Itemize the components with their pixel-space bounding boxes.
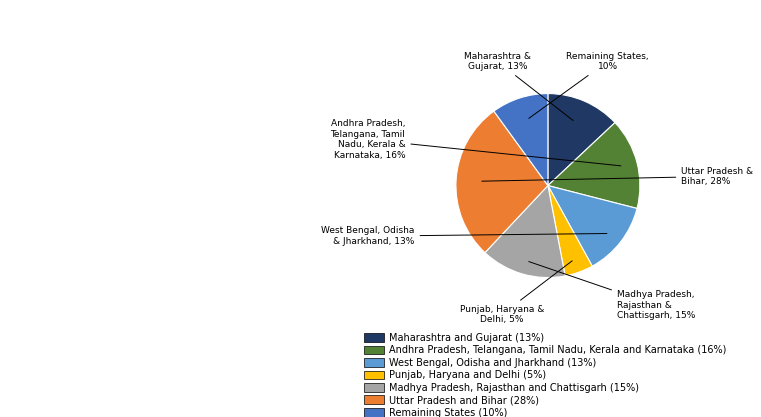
Wedge shape [485,186,565,278]
Text: Punjab, Haryana &
Delhi, 5%: Punjab, Haryana & Delhi, 5% [460,261,572,324]
Wedge shape [548,186,592,276]
Text: Remaining States,
10%: Remaining States, 10% [529,52,649,118]
Text: Madhya Pradesh,
Rajasthan &
Chattisgarh, 15%: Madhya Pradesh, Rajasthan & Chattisgarh,… [529,261,696,320]
Legend: Maharashtra and Gujarat (13%), Andhra Pradesh, Telangana, Tamil Nadu, Kerala and: Maharashtra and Gujarat (13%), Andhra Pr… [362,331,728,417]
Text: Uttar Pradesh &
Bihar, 28%: Uttar Pradesh & Bihar, 28% [482,167,753,186]
Wedge shape [548,186,637,266]
Text: Maharashtra &
Gujarat, 13%: Maharashtra & Gujarat, 13% [463,52,573,121]
Wedge shape [548,123,640,208]
Wedge shape [494,93,548,186]
Text: West Bengal, Odisha
& Jharkhand, 13%: West Bengal, Odisha & Jharkhand, 13% [321,226,607,246]
Wedge shape [456,111,548,253]
Wedge shape [548,93,615,186]
Text: Andhra Pradesh,
Telangana, Tamil
Nadu, Kerala &
Karnataka, 16%: Andhra Pradesh, Telangana, Tamil Nadu, K… [330,120,621,166]
